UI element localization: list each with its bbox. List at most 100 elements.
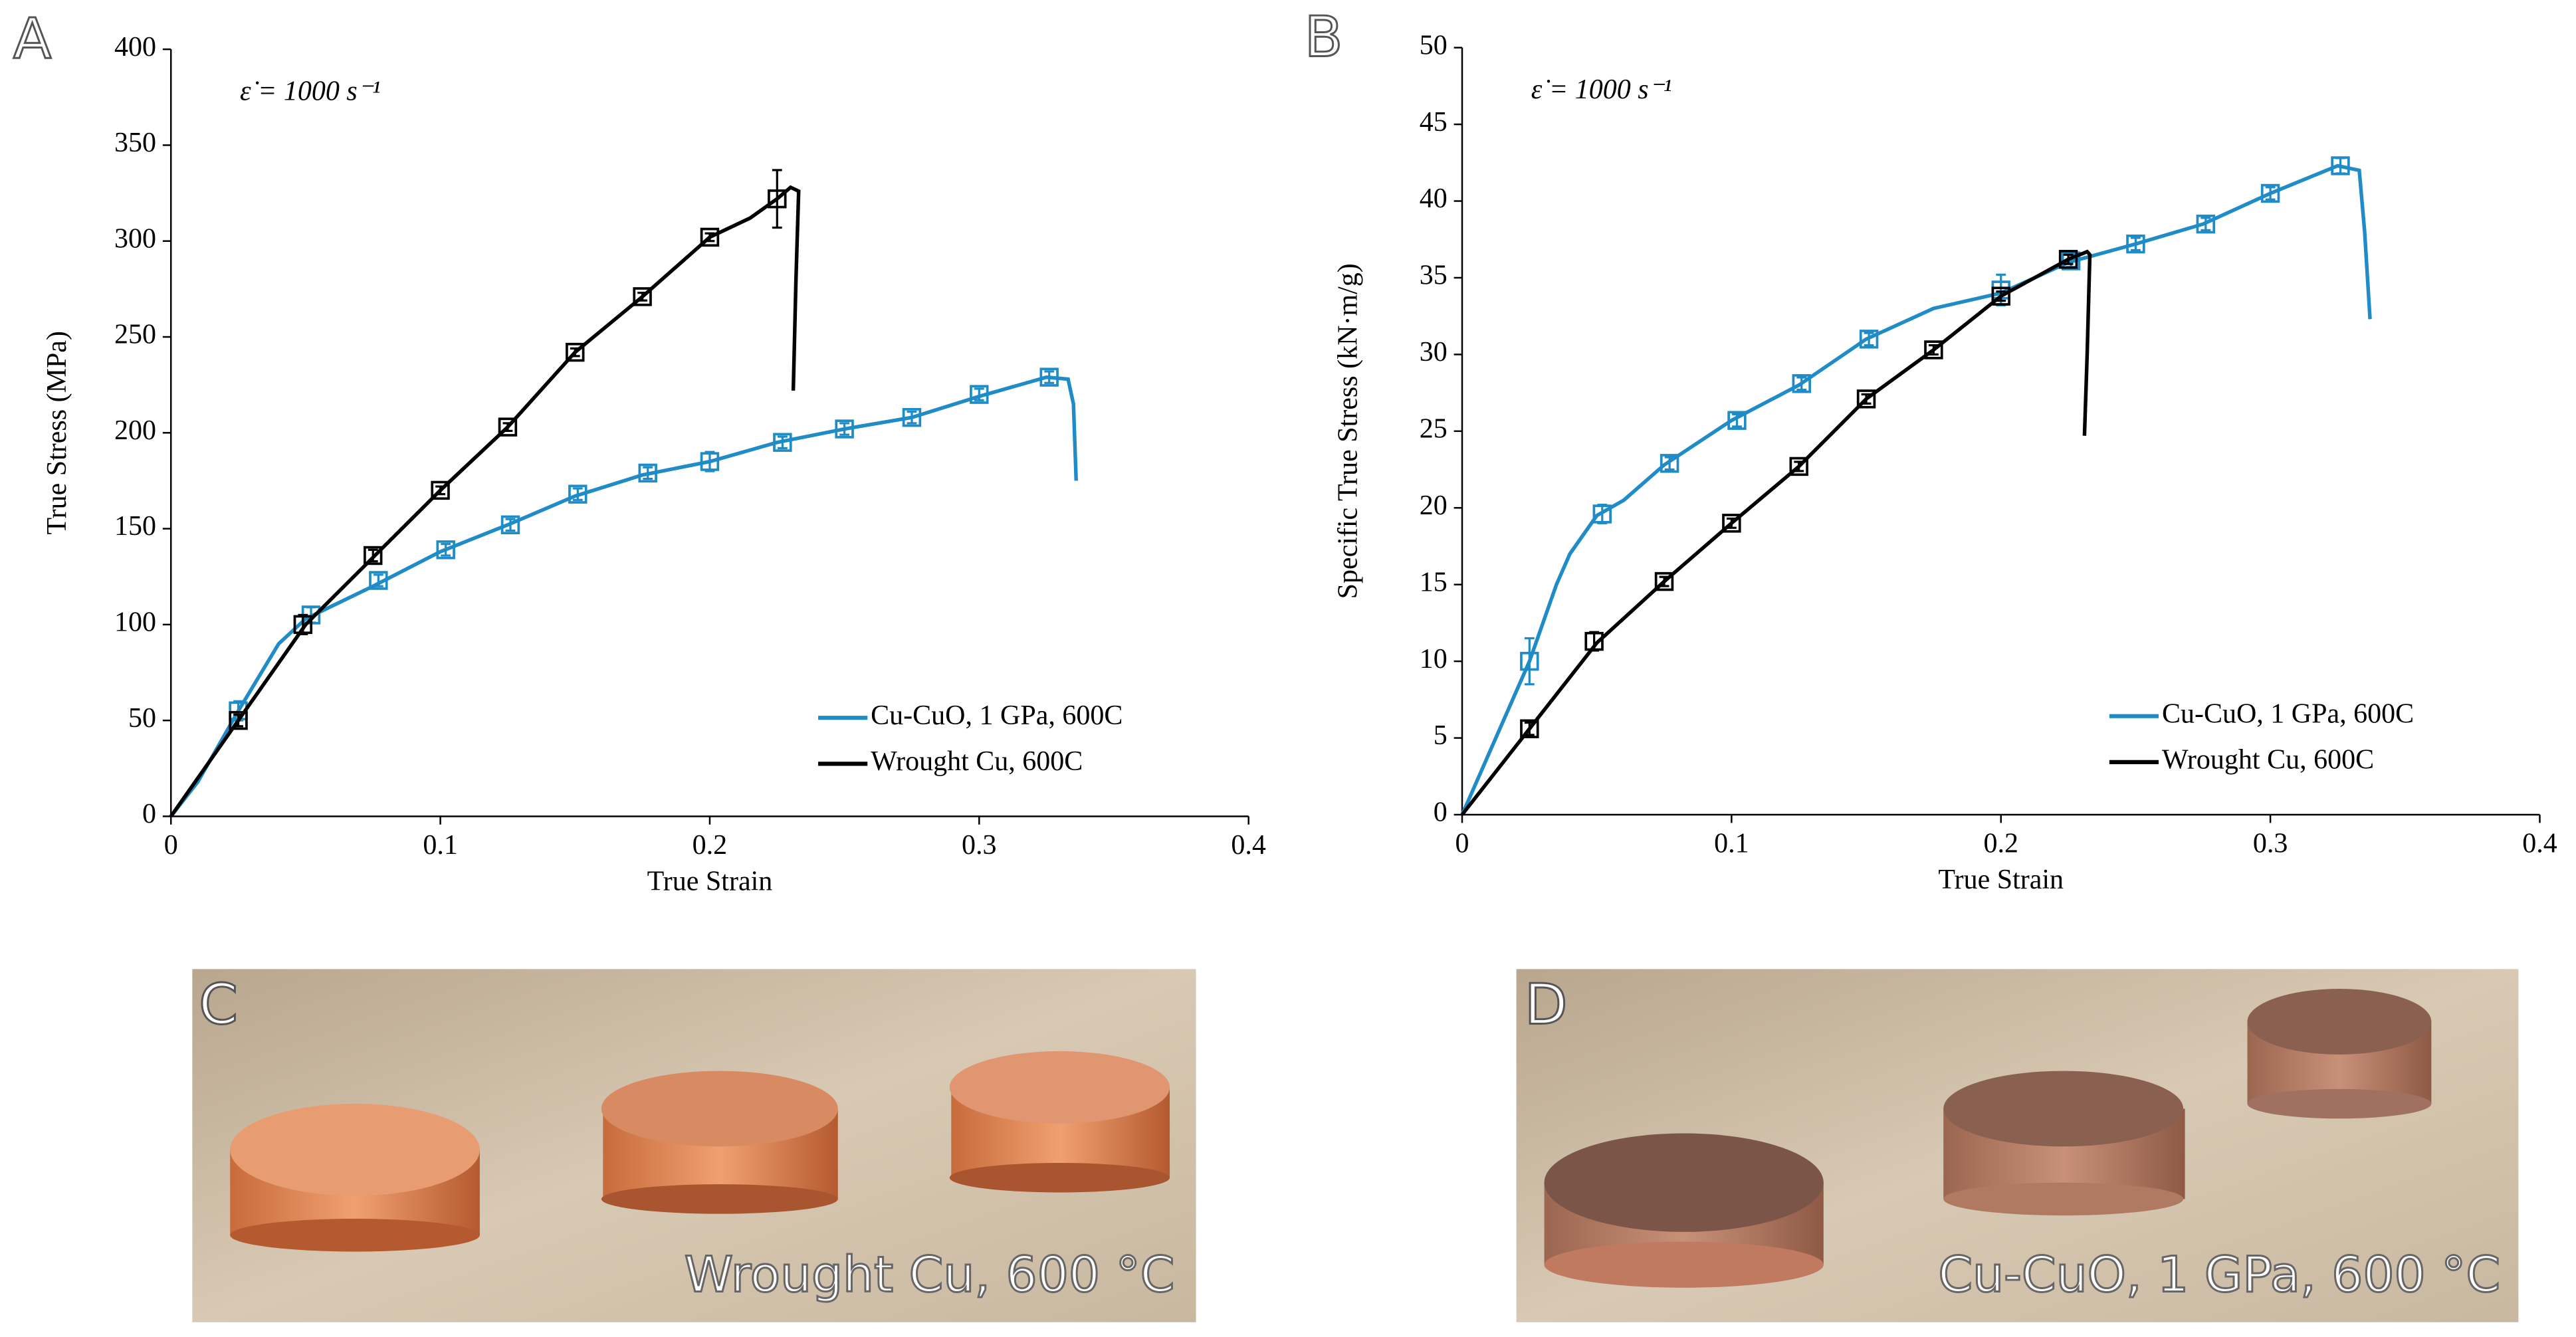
marker bbox=[2331, 156, 2350, 175]
series-line bbox=[169, 375, 1078, 818]
y-tick-label: 5 bbox=[1434, 720, 1448, 751]
y-tick-label: 300 bbox=[114, 223, 156, 254]
marker-box bbox=[568, 484, 588, 504]
legend-label: Wrought Cu, 600C bbox=[871, 746, 1083, 777]
marker bbox=[1792, 374, 1811, 393]
marker-box bbox=[1039, 367, 1059, 387]
marker bbox=[436, 540, 455, 560]
marker bbox=[2196, 214, 2216, 234]
y-tick-label: 30 bbox=[1420, 337, 1448, 367]
marker bbox=[1991, 286, 2010, 306]
marker-box bbox=[773, 433, 792, 452]
x-tick-label: 0.1 bbox=[423, 830, 458, 861]
legend-label: Cu-CuO, 1 GPa, 600C bbox=[2162, 698, 2414, 729]
series-line bbox=[1460, 249, 2092, 816]
marker bbox=[1924, 340, 1943, 360]
x-tick-label: 0 bbox=[164, 830, 178, 861]
marker bbox=[1789, 457, 1808, 476]
marker-box bbox=[369, 571, 388, 590]
marker bbox=[1727, 411, 1747, 430]
y-tick-label: 25 bbox=[1420, 413, 1448, 444]
marker bbox=[773, 433, 792, 452]
photo-c bbox=[192, 969, 1196, 1322]
marker bbox=[1660, 454, 1679, 473]
legend-label: Cu-CuO, 1 GPa, 600C bbox=[871, 700, 1123, 731]
marker-box bbox=[1991, 286, 2010, 306]
marker bbox=[1039, 367, 1059, 387]
marker-box bbox=[1859, 330, 1879, 349]
marker bbox=[2260, 183, 2280, 203]
y-tick-label: 20 bbox=[1420, 490, 1448, 521]
panel-letter: A bbox=[13, 6, 51, 71]
marker-box bbox=[364, 546, 383, 566]
panel-letter: C bbox=[199, 972, 238, 1037]
marker-box bbox=[1727, 411, 1747, 430]
marker-box bbox=[633, 287, 652, 306]
marker bbox=[633, 287, 652, 306]
marker bbox=[700, 451, 720, 472]
series-line bbox=[1460, 163, 2372, 816]
marker bbox=[2126, 234, 2145, 254]
annotation: ε̇ = 1000 s⁻¹ bbox=[240, 76, 381, 107]
marker-box bbox=[700, 227, 720, 247]
marker-box bbox=[1520, 651, 1539, 671]
marker bbox=[768, 169, 787, 229]
marker-box bbox=[436, 540, 455, 560]
marker-box bbox=[2058, 250, 2078, 269]
y-tick-label: 150 bbox=[114, 511, 156, 542]
marker bbox=[1722, 514, 1741, 533]
marker bbox=[369, 571, 388, 590]
marker bbox=[1654, 571, 1674, 591]
marker bbox=[970, 385, 989, 404]
y-axis-label: True Stress (MPa) bbox=[42, 331, 72, 534]
marker-box bbox=[1789, 457, 1808, 476]
marker-box bbox=[566, 342, 585, 362]
photo-caption: Wrought Cu, 600 °C bbox=[685, 1247, 1175, 1304]
marker-box bbox=[229, 710, 248, 730]
y-axis-label: Specific True Stress (kN·m/g) bbox=[1333, 263, 1364, 599]
x-tick-label: 0.4 bbox=[1231, 830, 1266, 861]
y-tick-label: 0 bbox=[1434, 797, 1448, 828]
marker bbox=[364, 546, 383, 566]
marker bbox=[1859, 330, 1879, 349]
marker-box bbox=[1792, 374, 1811, 393]
x-axis-label: True Strain bbox=[1938, 865, 2064, 895]
marker-box bbox=[768, 189, 787, 209]
x-tick-label: 0.2 bbox=[693, 830, 728, 861]
marker bbox=[568, 484, 588, 504]
marker bbox=[498, 417, 518, 437]
marker-box bbox=[2126, 234, 2145, 254]
marker-box bbox=[2260, 183, 2280, 203]
y-tick-label: 0 bbox=[142, 799, 156, 829]
x-axis-label: True Strain bbox=[647, 866, 773, 896]
marker-box bbox=[431, 480, 450, 500]
marker bbox=[1520, 637, 1539, 686]
marker bbox=[902, 408, 922, 427]
panel-letter: B bbox=[1305, 5, 1343, 70]
x-tick-label: 0.2 bbox=[1983, 829, 2018, 859]
marker bbox=[1584, 631, 1604, 652]
y-tick-label: 350 bbox=[114, 128, 156, 158]
marker bbox=[293, 613, 313, 635]
y-tick-label: 400 bbox=[114, 32, 156, 62]
marker-box bbox=[2196, 214, 2216, 234]
marker-box bbox=[1660, 454, 1679, 473]
x-tick-label: 0 bbox=[1455, 829, 1469, 859]
y-tick-label: 50 bbox=[128, 703, 156, 734]
marker bbox=[500, 515, 520, 535]
photo-caption: Cu-CuO, 1 GPa, 600 °C bbox=[1938, 1247, 2500, 1304]
marker bbox=[638, 463, 657, 483]
marker bbox=[229, 710, 248, 730]
marker-box bbox=[638, 463, 657, 483]
marker-box bbox=[970, 385, 989, 404]
x-tick-label: 0.3 bbox=[2253, 829, 2288, 859]
annotation: ε̇ = 1000 s⁻¹ bbox=[1531, 74, 1672, 105]
marker-box bbox=[1856, 389, 1876, 409]
x-tick-label: 0.4 bbox=[2522, 829, 2557, 859]
y-tick-label: 40 bbox=[1420, 183, 1448, 214]
marker bbox=[700, 227, 720, 247]
marker-box bbox=[1654, 571, 1674, 591]
marker-box bbox=[2331, 156, 2350, 175]
marker bbox=[2058, 250, 2078, 269]
